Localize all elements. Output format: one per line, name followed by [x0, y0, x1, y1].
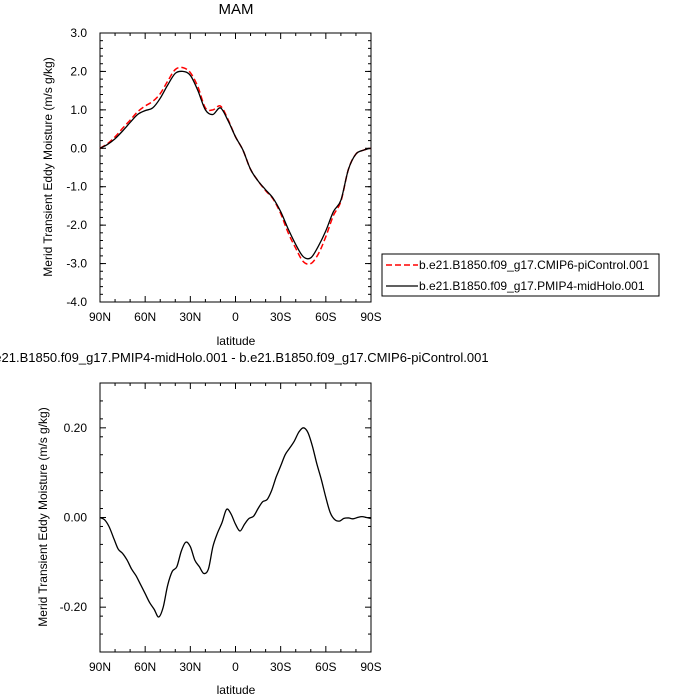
bottom-y-axis-label: Merid Transient Eddy Moisture (m/s g/kg) — [36, 407, 50, 626]
series-line-1-0 — [99, 427, 372, 618]
y-tick-label: -1.0 — [66, 180, 87, 194]
x-tick-label: 60S — [315, 660, 336, 674]
top-chart-title: MAM — [219, 1, 254, 18]
top-panel: MAM 90N 60N 30N 0 30S 60S 90S -4.0 -3.0 -2.0 -1.0 0… — [41, 1, 382, 348]
y-tick-label: 0.00 — [64, 511, 88, 525]
top-y-axis-label: Merid Transient Eddy Moisture (m/s g/kg) — [41, 57, 55, 276]
bottom-plot-frame — [99, 382, 372, 653]
series-line-0-0 — [99, 66, 372, 265]
x-tick-label: 60N — [134, 660, 156, 674]
bottom-x-axis-label: latitude — [217, 683, 256, 697]
y-tick-label: -2.0 — [66, 218, 87, 232]
x-tick-label: 0 — [232, 310, 239, 324]
bottom-series-lines — [99, 427, 372, 618]
x-tick-label: 90S — [360, 310, 381, 324]
x-tick-label: 60N — [134, 310, 156, 324]
x-tick-label: 30S — [270, 310, 291, 324]
x-tick-label: 90N — [89, 660, 111, 674]
x-tick-label: 60S — [315, 310, 336, 324]
bottom-axis-ticks: 90N 60N 30N 0 30S 60S 90S -0.20 0.00 0.20 — [60, 382, 382, 674]
series-line-0-1 — [99, 70, 372, 260]
y-tick-label: -0.20 — [60, 600, 88, 614]
bottom-chart-title: b.e21.B1850.f09_g17.PMIP4-midHolo.001 - … — [0, 350, 489, 365]
y-tick-label: 0.20 — [64, 421, 88, 435]
y-tick-label: -4.0 — [66, 295, 87, 309]
y-tick-label: 2.0 — [70, 64, 87, 78]
y-tick-label: 1.0 — [70, 103, 87, 117]
y-tick-label: 3.0 — [70, 26, 87, 40]
legend-label-midHolo: b.e21.B1850.f09_g17.PMIP4-midHolo.001 — [419, 279, 645, 293]
top-series-lines — [99, 66, 372, 265]
y-tick-label: 0.0 — [70, 141, 87, 155]
legend-box — [381, 253, 660, 297]
y-tick-label: -3.0 — [66, 257, 87, 271]
x-tick-label: 0 — [232, 660, 239, 674]
x-tick-label: 30S — [270, 660, 291, 674]
x-tick-label: 90S — [360, 660, 381, 674]
x-tick-label: 30N — [179, 660, 201, 674]
x-tick-label: 30N — [179, 310, 201, 324]
top-axis-ticks: 90N 60N 30N 0 30S 60S 90S -4.0 -3.0 -2.0 -1.0 0.0 1.… — [66, 26, 381, 324]
bottom-panel: b.e21.B1850.f09_g17.PMIP4-midHolo.001 - … — [0, 350, 489, 697]
legend: b.e21.B1850.f09_g17.CMIP6-piControl.001 … — [381, 253, 660, 297]
x-tick-label: 90N — [89, 310, 111, 324]
top-plot-frame — [99, 32, 372, 303]
top-x-axis-label: latitude — [217, 334, 256, 348]
legend-label-piControl: b.e21.B1850.f09_g17.CMIP6-piControl.001 — [419, 258, 649, 272]
